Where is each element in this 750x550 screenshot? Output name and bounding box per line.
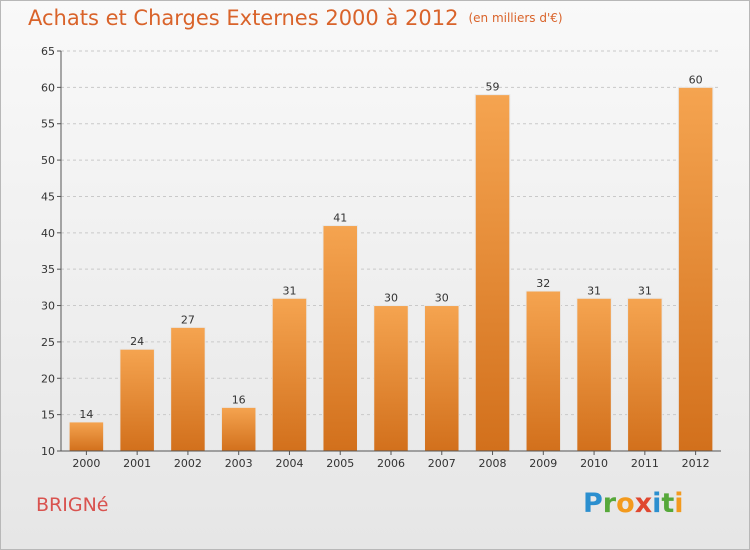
y-tick-label: 60 (41, 81, 55, 94)
x-tick-label: 2006 (377, 457, 405, 470)
bar (424, 305, 460, 452)
x-tick-label: 2003 (225, 457, 253, 470)
y-tick-label: 35 (41, 263, 55, 276)
bar-value-label: 41 (333, 212, 347, 225)
logo-letter: x (634, 488, 653, 519)
chart-title: Achats et Charges Externes 2000 à 2012 (e… (28, 6, 563, 30)
chart-title-text: Achats et Charges Externes 2000 à 2012 (28, 6, 459, 30)
bar-value-label: 31 (638, 284, 652, 297)
x-tick-label: 2007 (428, 457, 456, 470)
logo-letter: t (661, 488, 675, 519)
bar-value-label: 30 (384, 292, 398, 305)
x-tick-label: 2004 (275, 457, 303, 470)
proxiti-logo: Proxiti (583, 488, 684, 519)
bar (119, 348, 155, 452)
axes (57, 50, 721, 455)
x-tick-label: 2002 (174, 457, 202, 470)
bar (271, 297, 308, 452)
y-tick-label: 50 (41, 154, 55, 167)
logo-letter: i (674, 488, 684, 519)
bar (322, 225, 358, 452)
bar-value-label: 31 (282, 284, 296, 297)
bar (170, 326, 206, 452)
x-tick-label: 2000 (72, 457, 100, 470)
bar (627, 297, 663, 452)
bar-value-label: 59 (486, 81, 500, 94)
y-tick-label: 55 (41, 118, 55, 131)
bar (373, 305, 409, 452)
bar-value-label: 24 (130, 335, 144, 348)
bar-value-label: 16 (232, 393, 246, 406)
x-tick-label: 2011 (631, 457, 659, 470)
x-tick-label: 2010 (580, 457, 608, 470)
y-tick-label: 40 (41, 227, 55, 240)
labels: 10 15 20 25 30 35 40 45 50 55 60 65 14 2000 24 2001 27 20… (41, 45, 710, 470)
logo-letter: P (583, 488, 603, 519)
bar (525, 290, 562, 452)
bar (220, 406, 257, 452)
y-tick-label: 20 (41, 372, 55, 385)
y-tick-label: 15 (41, 409, 55, 422)
bar (576, 297, 612, 452)
x-tick-label: 2005 (326, 457, 354, 470)
y-tick-label: 25 (41, 336, 55, 349)
bar (68, 421, 105, 452)
logo-letter: i (652, 488, 662, 519)
bar-value-label: 27 (181, 313, 195, 326)
y-tick-label: 30 (41, 300, 55, 313)
logo-letter: o (616, 488, 635, 519)
bar-value-label: 32 (536, 277, 550, 290)
y-tick-label: 65 (41, 45, 55, 58)
chart-unit: (en milliers d'€) (468, 11, 563, 25)
x-tick-label: 2001 (123, 457, 151, 470)
bar-value-label: 30 (435, 292, 449, 305)
bar-value-label: 14 (79, 408, 93, 421)
y-tick-label: 45 (41, 190, 55, 203)
x-tick-label: 2009 (529, 457, 557, 470)
x-tick-label: 2012 (682, 457, 710, 470)
bar (677, 86, 714, 452)
logo-letter: r (602, 488, 617, 519)
bar-value-label: 60 (689, 73, 703, 86)
bars (68, 86, 714, 452)
x-tick-label: 2008 (479, 457, 507, 470)
bar (474, 94, 511, 452)
place-name: BRIGNé (36, 494, 109, 516)
bar-value-label: 31 (587, 284, 601, 297)
y-tick-label: 10 (41, 445, 55, 458)
